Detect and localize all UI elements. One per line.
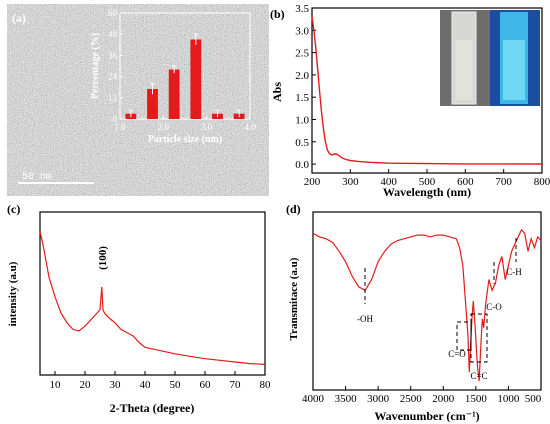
panel-b-label: (b) [270, 7, 285, 21]
panel-c-xtick-label: 70 [230, 379, 242, 391]
panel-b-xlabel: Wavelength (nm) [383, 185, 471, 199]
c-h-annotation: C-H [506, 267, 522, 277]
panel-c-xtick-label: 30 [110, 379, 122, 391]
panel-b-ytick-label: 3.0 [295, 25, 309, 37]
panel-b-xtick-label: 700 [495, 176, 512, 188]
panel-b-ylabel: Abs [270, 82, 284, 102]
inset-ytick-label: 36 [108, 50, 118, 60]
inset-ytick-label: 60 [108, 8, 118, 18]
panel-c: (c) 10 20 30 40 50 60 70 80 (100) intensity (a.… [7, 202, 271, 415]
panel-b-xtick-label: 800 [534, 176, 550, 188]
panel-c-xtick-label: 20 [80, 379, 92, 391]
panel-d-xtick-label: 500 [525, 393, 542, 405]
inset-bar [168, 69, 180, 119]
cuvette-photos [440, 10, 540, 106]
panel-b-xtick-label: 400 [380, 176, 397, 188]
inset-bar [147, 88, 158, 119]
panel-c-xtick-label: 40 [140, 379, 152, 391]
panel-d-frame [312, 211, 542, 391]
panel-b-ytick-label: 2.0 [295, 70, 309, 82]
panel-b-xtick-label: 600 [457, 176, 474, 188]
inset-xtick-label: 4.0 [244, 122, 256, 132]
panel-c-ylabel: intensity (a.u) [7, 261, 19, 326]
panel-d-xtick-label: 2500 [400, 393, 423, 405]
ftir-series-line [312, 228, 542, 382]
oh-annotation: -OH [357, 314, 373, 324]
xrd-series-line [39, 231, 266, 365]
inset-ytick-label: 48 [108, 29, 118, 39]
panel-c-xlabel: 2-Theta (degree) [110, 401, 195, 415]
panel-d-xtick-label: 4000 [302, 393, 325, 405]
panel-c-frame [39, 211, 266, 376]
inset-ytick-label: 12 [108, 93, 117, 103]
panel-c-xtick-label: 80 [260, 379, 272, 391]
inset-xlabel: Particle size (nm) [148, 134, 222, 145]
panel-d-xtick-label: 2000 [432, 393, 455, 405]
inset-ytick-label: 0 [113, 114, 118, 124]
inset-bar [190, 39, 202, 119]
panel-d-label: (d) [286, 202, 301, 216]
scale-bar-label: 50 nm [22, 172, 52, 183]
panel-d-xtick-label: 1500 [465, 393, 488, 405]
inset-ytick-label: 24 [108, 72, 118, 82]
tem-image-noise [7, 4, 269, 196]
cc-box [470, 313, 488, 363]
panel-b-ytick-label: 1.0 [295, 114, 309, 126]
cuvette-daylight-liquid [455, 40, 473, 100]
uv-vis-series-line [311, 16, 543, 165]
cc-annotation: C=C [470, 371, 487, 381]
panel-b-xtick-label: 200 [304, 176, 321, 188]
inset-xtick-label: 1.0 [114, 122, 126, 132]
panel-b-ytick-label: 1.5 [295, 92, 309, 104]
panel-d: (d) 4000 3500 3000 2500 2000 1500 1000 500 -OH … [286, 202, 542, 423]
panel-c-xtick-label: 50 [170, 379, 182, 391]
co-annotation: C=O [448, 349, 466, 359]
inset-histogram: Percentage (%) Particle size (nm) 0 12 24 3… [90, 8, 256, 145]
c-o-annotation: C-O [486, 302, 502, 312]
panel-c-label: (c) [7, 202, 20, 216]
inset-frame [119, 12, 251, 120]
panel-b: (b) 200 300 400 500 600 700 800 0.0 0.5 1.0 1.5 2.0… [270, 3, 550, 199]
inset-xtick-label: 3.0 [201, 122, 213, 132]
panel-b-ytick-label: 3.5 [295, 3, 309, 15]
panel-b-xtick-label: 300 [342, 176, 359, 188]
cuvette-uv-glow [503, 40, 525, 100]
panel-d-xtick-label: 3500 [335, 393, 358, 405]
panel-a: (a) 50 nm Percentage (%) Particle size (… [7, 4, 269, 196]
panel-d-xtick-label: 1000 [497, 393, 520, 405]
inset-ylabel: Percentage (%) [90, 33, 101, 99]
panel-b-xtick-label: 500 [419, 176, 436, 188]
inset-xtick-label: 2.0 [158, 122, 170, 132]
panel-c-xtick-label: 60 [200, 379, 212, 391]
panel-b-ytick-label: 0.0 [295, 159, 309, 171]
xrd-peak-annotation: (100) [97, 246, 109, 270]
panel-d-ylabel: Transmitace (a.u) [288, 257, 300, 340]
panel-c-xtick-label: 10 [50, 379, 62, 391]
panel-b-ytick-label: 0.5 [295, 137, 309, 149]
panel-d-xtick-label: 3000 [367, 393, 390, 405]
panel-d-xlabel: Wavenumber (cm⁻¹) [374, 409, 479, 423]
panel-a-label: (a) [12, 11, 26, 25]
panel-b-ytick-label: 2.5 [295, 48, 309, 60]
